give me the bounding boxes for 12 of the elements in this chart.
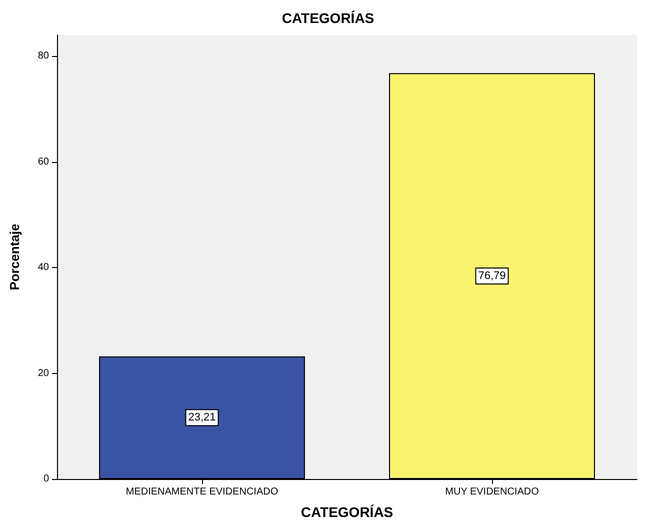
chart-title: CATEGORÍAS bbox=[282, 10, 374, 26]
x-tick-label: MEDIENAMENTE EVIDENCIADO bbox=[126, 486, 278, 498]
x-tick-label: MUY EVIDENCIADO bbox=[445, 486, 540, 498]
y-tick-label: 60 bbox=[38, 156, 50, 168]
data-label: 23,21 bbox=[188, 412, 216, 424]
y-axis-title: Porcentaje bbox=[7, 224, 22, 290]
y-tick-label: 20 bbox=[38, 368, 50, 379]
x-axis-title: CATEGORÍAS bbox=[300, 504, 394, 520]
data-label: 76,79 bbox=[478, 270, 506, 282]
y-tick-label: 40 bbox=[38, 262, 50, 274]
y-tick-label: 80 bbox=[38, 50, 50, 62]
y-tick-label: 0 bbox=[43, 474, 50, 484]
